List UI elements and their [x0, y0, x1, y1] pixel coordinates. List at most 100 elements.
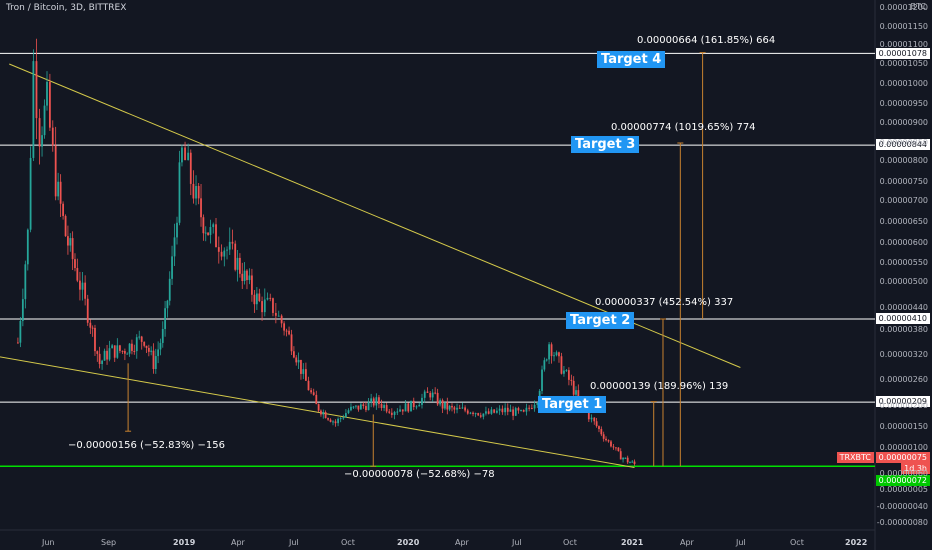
- candle-body: [315, 394, 318, 405]
- candle-body: [479, 415, 482, 417]
- y-tick-label: 0.00001050: [879, 59, 928, 68]
- candle-body: [495, 410, 498, 413]
- candle-body: [380, 404, 383, 408]
- x-tick-label: Jul: [736, 538, 746, 547]
- candle-body: [570, 379, 573, 381]
- candle-body: [600, 429, 603, 435]
- y-tick-label: 0.00000700: [879, 196, 928, 205]
- y-tick-label: 0.00000380: [879, 325, 928, 334]
- candle-body: [390, 412, 393, 415]
- y-tick-label: 0.00000650: [879, 217, 928, 226]
- candle-body: [593, 417, 596, 422]
- candle-body: [572, 380, 575, 395]
- candle-body: [94, 327, 96, 352]
- chart-title: Tron / Bitcoin, 3D, BITTREX: [6, 3, 127, 13]
- candle-body: [57, 181, 60, 197]
- candle-body: [35, 61, 38, 119]
- candle-body: [243, 270, 246, 282]
- y-tick-label: 0.00001150: [879, 22, 928, 31]
- candle-body: [355, 405, 357, 407]
- candle-body: [98, 353, 101, 364]
- currency-label: BTC: [910, 2, 927, 11]
- candle-body: [633, 461, 636, 464]
- candle-body: [362, 404, 365, 407]
- candle-body: [126, 353, 129, 355]
- candle-body: [292, 351, 295, 358]
- candle-body: [528, 407, 531, 409]
- candle-body: [375, 397, 378, 406]
- candle-body: [128, 343, 131, 354]
- candle-body: [64, 215, 67, 237]
- y-tick-label: 0.00000260: [879, 375, 928, 384]
- x-tick-label: Apr: [231, 538, 245, 547]
- x-tick-label: Jun: [42, 538, 55, 547]
- candle-body: [51, 127, 54, 146]
- candle-body: [322, 411, 325, 415]
- candle-body: [426, 391, 429, 393]
- candle-body: [173, 237, 176, 257]
- candle-body: [248, 275, 251, 281]
- candle-body: [415, 406, 418, 408]
- candle-body: [615, 447, 617, 449]
- candle-body: [530, 407, 533, 409]
- candle-body: [123, 351, 126, 354]
- candle-body: [215, 224, 217, 248]
- candle-body: [458, 407, 461, 409]
- candle-body: [209, 227, 212, 235]
- candle-body: [46, 81, 48, 106]
- candle-body: [451, 405, 453, 408]
- target-2-label: Target 2: [566, 312, 635, 329]
- x-tick-label: 2022: [845, 538, 868, 547]
- candle-body: [21, 299, 24, 321]
- candle-body: [482, 413, 485, 417]
- candle-body: [560, 356, 563, 374]
- y-tick-label: 0.00000060: [879, 469, 928, 478]
- x-tick-label: Jul: [512, 538, 522, 547]
- candle-body: [161, 328, 164, 343]
- candle-body: [285, 330, 288, 332]
- candle-body: [412, 400, 415, 408]
- drop-1-text: −0.00000156 (−52.83%) −156: [68, 440, 225, 451]
- candle-body: [317, 404, 320, 411]
- candle-body: [359, 404, 362, 410]
- candle-body: [113, 345, 116, 358]
- candle-body: [131, 343, 133, 351]
- candle-body: [543, 360, 546, 370]
- candle-body: [595, 421, 598, 427]
- target-4-price-tag: 0.00001078: [875, 48, 930, 59]
- y-tick-label: 0.00000750: [879, 177, 928, 186]
- candle-body: [512, 409, 514, 416]
- candle-body: [86, 298, 89, 323]
- candle-body: [195, 185, 197, 199]
- x-tick-label: 2020: [397, 538, 420, 547]
- target-1-price-tag: 0.00000209: [875, 396, 930, 407]
- candle-body: [48, 81, 51, 128]
- candle-body: [385, 405, 388, 412]
- y-tick-label: 0.00000550: [879, 258, 928, 267]
- candle-body: [339, 418, 342, 420]
- y-tick-label: -0.00000040: [876, 502, 928, 511]
- candle-body: [327, 418, 329, 420]
- candle-body: [76, 268, 79, 281]
- support-price-tag: 0.00000072: [875, 475, 930, 486]
- y-tick-label: 0.00000005: [879, 485, 928, 494]
- candle-body: [590, 417, 593, 420]
- candle-body: [111, 345, 114, 349]
- candle-body: [159, 342, 162, 350]
- candle-body: [32, 61, 35, 158]
- target-3-label: Target 3: [571, 136, 640, 153]
- candle-body: [288, 330, 290, 335]
- candle-body: [79, 280, 81, 290]
- candle-body: [631, 461, 634, 463]
- candle-body: [448, 405, 451, 410]
- candle-body: [332, 421, 334, 423]
- candle-body: [429, 392, 432, 398]
- candle-body: [407, 403, 410, 412]
- candle-body: [477, 413, 480, 416]
- candle-body: [181, 147, 183, 163]
- candle-body: [272, 298, 274, 313]
- candle-body: [439, 400, 442, 405]
- target-3-price-tag: 0.00000844: [875, 139, 930, 150]
- x-tick-label: 2021: [621, 538, 644, 547]
